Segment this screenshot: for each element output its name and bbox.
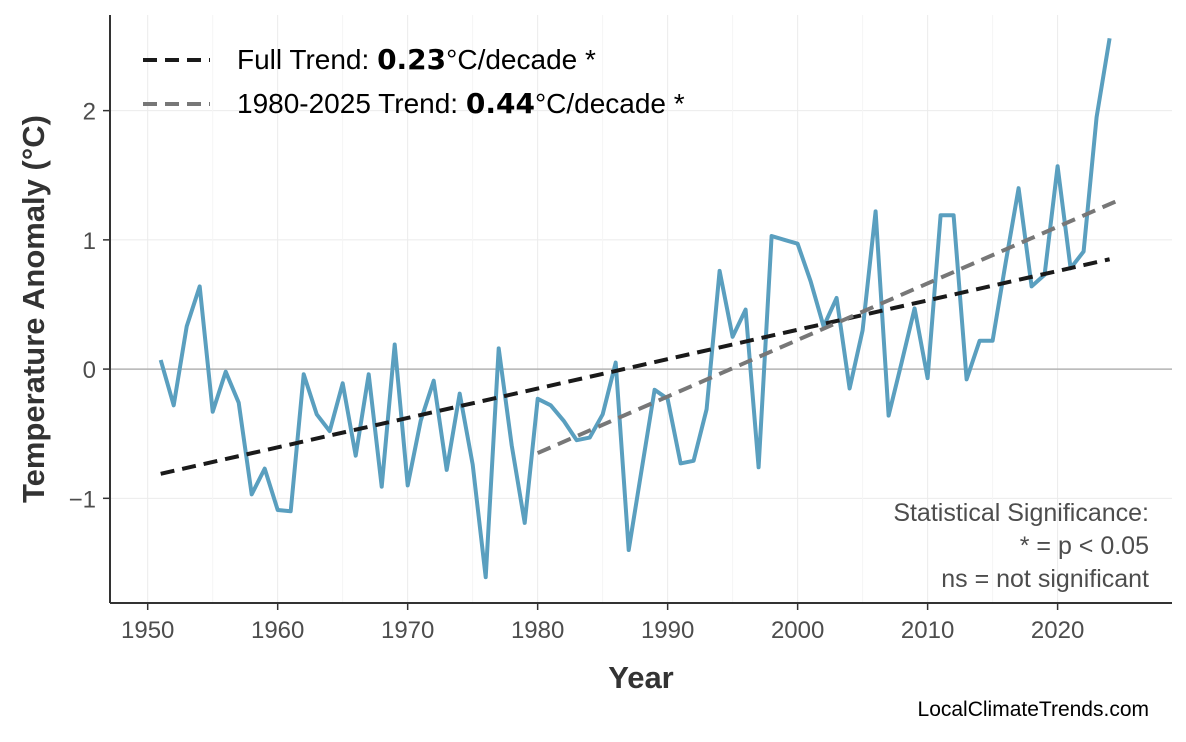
temperature-anomaly-line [161,38,1110,577]
y-tick-label: 0 [83,357,96,384]
x-tick-label: 2010 [901,617,954,644]
significance-ns: ns = not significant [941,565,1149,593]
credit-text: LocalClimateTrends.com [918,698,1149,721]
y-tick-label: 1 [83,228,96,255]
x-tick-label: 2020 [1031,617,1084,644]
legend-label-recent-trend: 1980-2025 Trend: 0.44°C/decade * [237,87,685,120]
y-tick-label: −1 [69,486,96,513]
recent-trend-line [538,199,1123,454]
legend: Full Trend: 0.23°C/decade * 1980-2025 Tr… [143,43,685,120]
x-axis-title: Year [608,660,674,695]
legend-label-full-trend: Full Trend: 0.23°C/decade * [237,43,596,76]
x-tick-label: 1990 [641,617,694,644]
ticks: 1950 1960 1970 1980 1990 2000 2010 2020 −1 0 1 2 [69,99,1085,644]
x-tick-label: 1980 [511,617,564,644]
x-tick-label: 1950 [121,617,174,644]
x-tick-label: 1960 [251,617,304,644]
x-tick-label: 1970 [381,617,434,644]
y-tick-label: 2 [83,99,96,126]
y-axis-title: Temperature Anomaly (°C) [16,115,51,503]
significance-note: Statistical Significance: * = p < 0.05 n… [893,499,1149,593]
significance-title: Statistical Significance: [893,499,1149,527]
series-layer [161,38,1123,577]
significance-star: * = p < 0.05 [1020,532,1149,560]
x-tick-label: 2000 [771,617,824,644]
